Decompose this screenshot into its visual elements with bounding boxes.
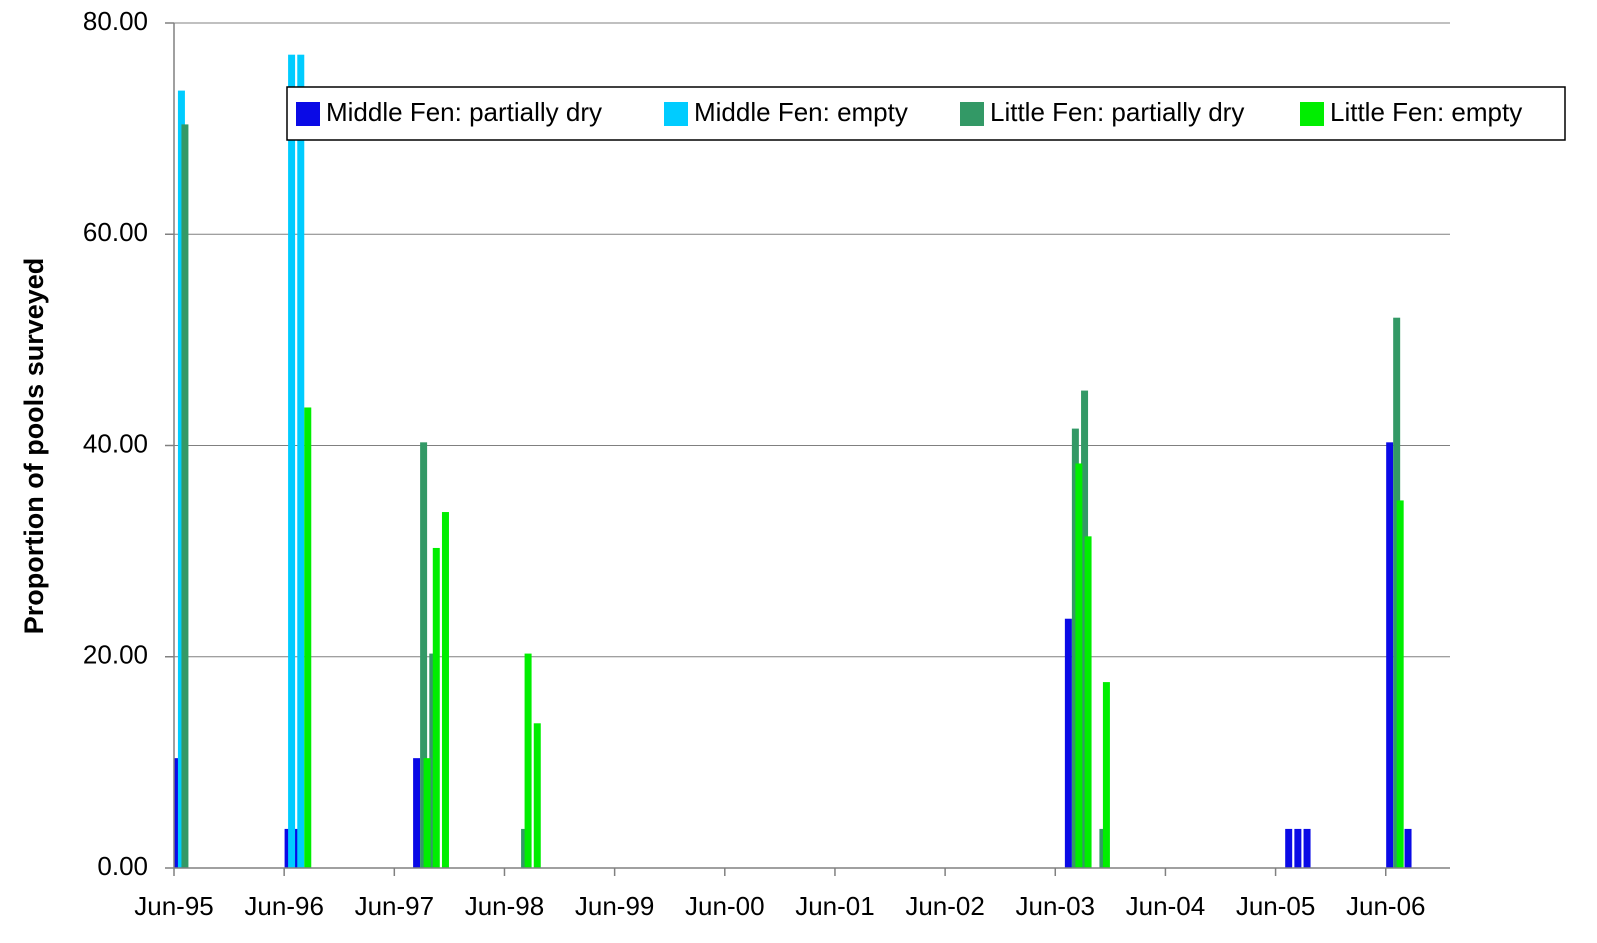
bar xyxy=(1084,536,1092,868)
bar xyxy=(533,723,541,868)
legend-label: Middle Fen: empty xyxy=(694,97,908,127)
bar xyxy=(524,653,532,868)
legend-box xyxy=(286,86,1566,141)
bar xyxy=(1386,442,1394,868)
legend-swatch xyxy=(296,102,320,126)
x-tick-label: Jun-99 xyxy=(575,891,655,921)
x-tick-label: Jun-03 xyxy=(1016,891,1096,921)
bar xyxy=(413,758,421,868)
legend-swatch xyxy=(960,102,984,126)
bar xyxy=(304,407,312,868)
x-tick-label: Jun-96 xyxy=(244,891,324,921)
bar xyxy=(1294,828,1302,868)
x-tick-label: Jun-00 xyxy=(685,891,765,921)
x-tick-label: Jun-02 xyxy=(905,891,985,921)
bar xyxy=(1396,500,1404,868)
bar xyxy=(1075,463,1083,868)
bar xyxy=(432,547,440,868)
legend-swatch xyxy=(1300,102,1324,126)
bar xyxy=(1285,828,1293,868)
legend-label: Middle Fen: partially dry xyxy=(326,97,602,127)
bar xyxy=(1303,828,1311,868)
bar xyxy=(423,758,431,868)
y-axis-label: Proportion of pools surveyed xyxy=(19,258,49,635)
legend-label: Little Fen: partially dry xyxy=(990,97,1244,127)
bar xyxy=(420,442,428,868)
legend-label: Little Fen: empty xyxy=(1330,97,1522,127)
x-tick-label: Jun-98 xyxy=(465,891,545,921)
y-tick-label: 0.00 xyxy=(97,851,148,881)
x-tick-label: Jun-06 xyxy=(1346,891,1426,921)
bar xyxy=(1404,828,1412,868)
x-tick-label: Jun-04 xyxy=(1126,891,1206,921)
y-tick-label: 60.00 xyxy=(83,217,148,247)
y-tick-label: 80.00 xyxy=(83,6,148,36)
bar xyxy=(441,512,449,868)
y-tick-label: 20.00 xyxy=(83,640,148,670)
bar xyxy=(1102,682,1110,868)
legend-swatch xyxy=(664,102,688,126)
x-tick-label: Jun-01 xyxy=(795,891,875,921)
x-tick-label: Jun-95 xyxy=(134,891,214,921)
y-tick-label: 40.00 xyxy=(83,428,148,458)
x-tick-label: Jun-97 xyxy=(355,891,435,921)
bar xyxy=(288,54,296,868)
bar xyxy=(297,54,305,868)
bar xyxy=(181,124,189,868)
bar xyxy=(1064,618,1072,868)
x-tick-label: Jun-05 xyxy=(1236,891,1316,921)
